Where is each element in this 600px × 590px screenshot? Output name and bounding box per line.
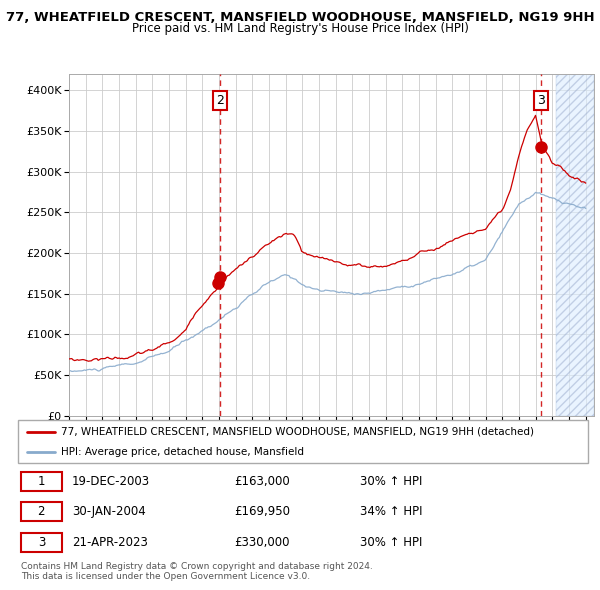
Text: 34% ↑ HPI: 34% ↑ HPI xyxy=(360,505,422,519)
Text: 2: 2 xyxy=(216,94,224,107)
Text: 77, WHEATFIELD CRESCENT, MANSFIELD WOODHOUSE, MANSFIELD, NG19 9HH (detached): 77, WHEATFIELD CRESCENT, MANSFIELD WOODH… xyxy=(61,427,534,437)
Bar xyxy=(556,74,594,416)
Text: 30% ↑ HPI: 30% ↑ HPI xyxy=(360,475,422,488)
Text: 21-APR-2023: 21-APR-2023 xyxy=(72,536,148,549)
Text: 3: 3 xyxy=(38,536,45,549)
FancyBboxPatch shape xyxy=(21,502,62,522)
Text: 3: 3 xyxy=(537,94,545,107)
Text: 2: 2 xyxy=(38,505,45,519)
FancyBboxPatch shape xyxy=(18,420,588,463)
Text: 1: 1 xyxy=(38,475,45,488)
FancyBboxPatch shape xyxy=(21,533,62,552)
Text: Price paid vs. HM Land Registry's House Price Index (HPI): Price paid vs. HM Land Registry's House … xyxy=(131,22,469,35)
Text: £330,000: £330,000 xyxy=(235,536,290,549)
Text: HPI: Average price, detached house, Mansfield: HPI: Average price, detached house, Mans… xyxy=(61,447,304,457)
Text: Contains HM Land Registry data © Crown copyright and database right 2024.
This d: Contains HM Land Registry data © Crown c… xyxy=(21,562,373,581)
Text: £163,000: £163,000 xyxy=(235,475,290,488)
Text: 30-JAN-2004: 30-JAN-2004 xyxy=(72,505,146,519)
FancyBboxPatch shape xyxy=(21,472,62,491)
Text: 19-DEC-2003: 19-DEC-2003 xyxy=(72,475,150,488)
Text: 30% ↑ HPI: 30% ↑ HPI xyxy=(360,536,422,549)
Text: £169,950: £169,950 xyxy=(235,505,290,519)
Bar xyxy=(556,74,594,416)
Text: 77, WHEATFIELD CRESCENT, MANSFIELD WOODHOUSE, MANSFIELD, NG19 9HH: 77, WHEATFIELD CRESCENT, MANSFIELD WOODH… xyxy=(5,11,595,24)
